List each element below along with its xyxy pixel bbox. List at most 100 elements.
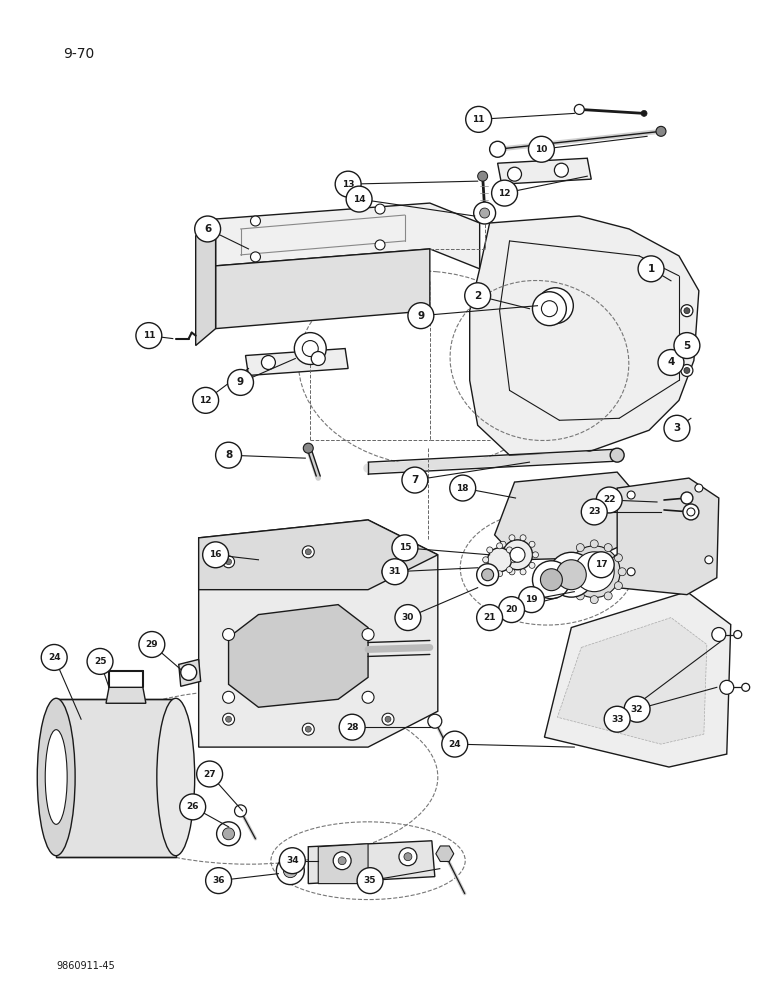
Circle shape — [442, 731, 468, 757]
Circle shape — [615, 582, 622, 590]
Text: 13: 13 — [342, 180, 354, 189]
Text: 9: 9 — [237, 377, 244, 387]
Circle shape — [566, 554, 574, 562]
Polygon shape — [195, 219, 215, 346]
Text: 20: 20 — [506, 605, 518, 614]
Circle shape — [681, 305, 693, 317]
Circle shape — [486, 547, 493, 553]
Circle shape — [399, 848, 417, 866]
Circle shape — [742, 683, 750, 691]
Circle shape — [217, 822, 241, 846]
Circle shape — [222, 556, 235, 568]
Circle shape — [627, 568, 635, 576]
Circle shape — [474, 202, 496, 224]
Circle shape — [215, 442, 242, 468]
Circle shape — [496, 543, 503, 549]
Circle shape — [486, 567, 493, 573]
Circle shape — [180, 794, 205, 820]
Polygon shape — [245, 349, 348, 375]
Circle shape — [311, 352, 325, 365]
Circle shape — [658, 350, 684, 375]
Circle shape — [339, 714, 365, 740]
Circle shape — [581, 499, 608, 525]
Circle shape — [228, 369, 253, 395]
Circle shape — [604, 706, 630, 732]
Ellipse shape — [557, 560, 586, 590]
Text: 34: 34 — [286, 856, 299, 865]
Circle shape — [499, 597, 524, 623]
Text: 9-70: 9-70 — [63, 47, 94, 61]
Circle shape — [684, 367, 690, 373]
Ellipse shape — [568, 546, 620, 598]
Circle shape — [225, 716, 232, 722]
Circle shape — [222, 629, 235, 640]
Circle shape — [303, 341, 318, 357]
Ellipse shape — [157, 698, 195, 856]
Text: 31: 31 — [389, 567, 401, 576]
Polygon shape — [557, 618, 707, 744]
Circle shape — [674, 333, 700, 359]
Circle shape — [506, 547, 513, 553]
Circle shape — [385, 569, 391, 575]
Polygon shape — [308, 841, 435, 884]
Circle shape — [624, 696, 650, 722]
Text: 32: 32 — [631, 705, 643, 714]
Circle shape — [687, 508, 695, 516]
Circle shape — [205, 868, 232, 894]
Circle shape — [520, 535, 526, 541]
Circle shape — [500, 541, 506, 547]
Polygon shape — [498, 158, 591, 184]
Text: 9: 9 — [418, 311, 425, 321]
Circle shape — [250, 252, 260, 262]
Polygon shape — [617, 478, 719, 595]
Circle shape — [500, 562, 506, 568]
Polygon shape — [198, 520, 438, 590]
Ellipse shape — [488, 548, 512, 572]
Polygon shape — [318, 844, 368, 884]
Polygon shape — [56, 699, 176, 857]
Circle shape — [382, 559, 408, 585]
Ellipse shape — [476, 564, 499, 586]
Circle shape — [604, 592, 612, 600]
Text: 12: 12 — [498, 189, 511, 198]
Circle shape — [382, 566, 394, 578]
Text: 3: 3 — [673, 423, 681, 433]
Circle shape — [250, 216, 260, 226]
Circle shape — [395, 605, 421, 631]
Text: 8: 8 — [225, 450, 232, 460]
Ellipse shape — [574, 552, 615, 592]
Text: 16: 16 — [209, 550, 222, 559]
Circle shape — [547, 297, 564, 315]
Circle shape — [641, 110, 647, 116]
Circle shape — [681, 492, 693, 504]
Circle shape — [618, 568, 626, 576]
Ellipse shape — [503, 540, 533, 570]
Circle shape — [681, 364, 693, 376]
Text: 22: 22 — [603, 495, 615, 504]
Polygon shape — [106, 687, 146, 703]
Circle shape — [615, 554, 622, 562]
Circle shape — [496, 571, 503, 577]
Circle shape — [222, 828, 235, 840]
Polygon shape — [179, 659, 201, 686]
Circle shape — [509, 535, 515, 541]
Circle shape — [588, 552, 615, 578]
Ellipse shape — [482, 569, 493, 581]
Text: 4: 4 — [667, 357, 675, 367]
Circle shape — [529, 541, 535, 547]
Text: 27: 27 — [203, 770, 216, 779]
Text: 19: 19 — [525, 595, 538, 604]
Text: 11: 11 — [143, 331, 155, 340]
Circle shape — [404, 853, 412, 861]
Circle shape — [476, 605, 503, 631]
Circle shape — [496, 552, 503, 558]
Circle shape — [305, 549, 311, 555]
Circle shape — [303, 546, 314, 558]
Text: 11: 11 — [472, 115, 485, 124]
Circle shape — [562, 568, 571, 576]
Circle shape — [382, 713, 394, 725]
Circle shape — [489, 141, 506, 157]
Circle shape — [529, 136, 554, 162]
Text: 30: 30 — [401, 613, 414, 622]
Text: 12: 12 — [199, 396, 212, 405]
